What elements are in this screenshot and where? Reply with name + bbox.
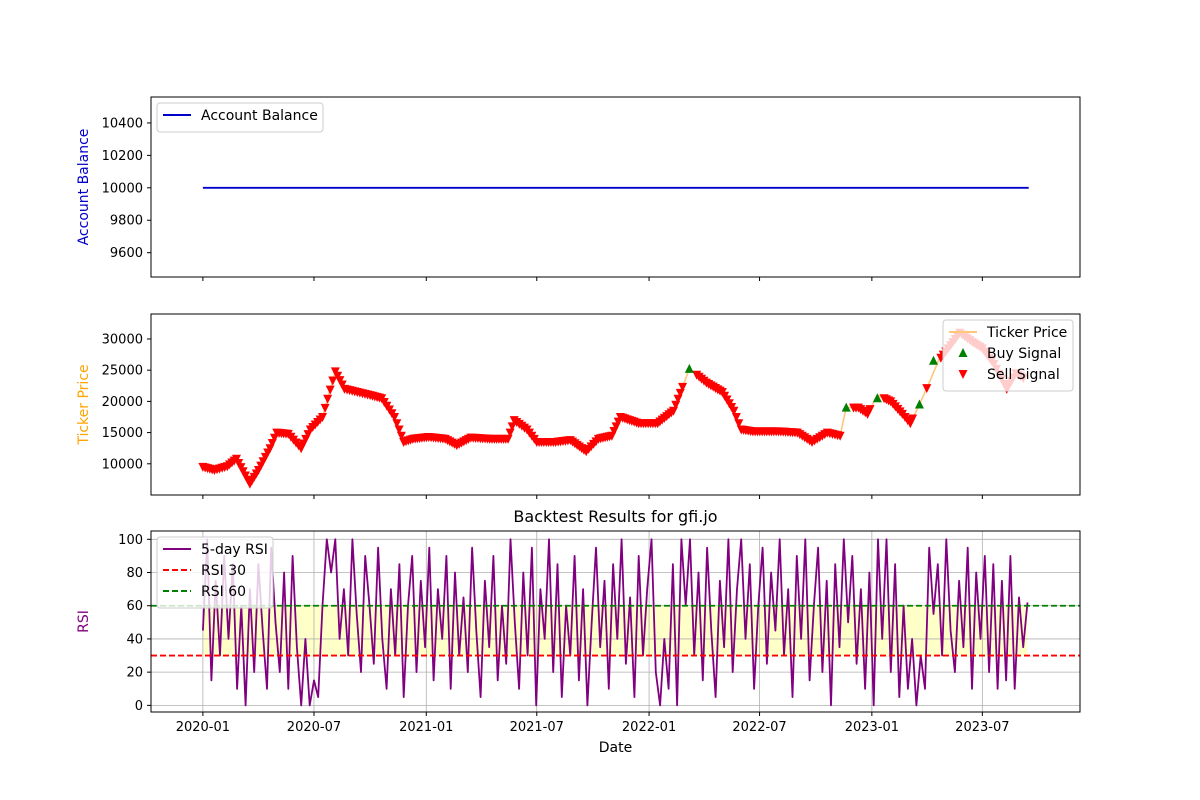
rsi-plot-area [151, 538, 1080, 707]
marker-sell-signal [323, 394, 333, 404]
x-axis-label: Date [599, 740, 632, 756]
y-tick-label: 0 [135, 699, 143, 714]
x-tick-label: 2022-07 [732, 720, 786, 735]
balance-axes-frame [150, 96, 1081, 278]
x-tick-label: 2021-01 [399, 720, 453, 735]
marker-sell-signal [922, 384, 932, 394]
marker-sell-signal [392, 419, 402, 429]
y-tick-label: 9600 [110, 246, 143, 261]
balance-ylabel: Account Balance [76, 129, 92, 246]
marker-sell-signal [729, 406, 739, 416]
marker-sell-signal [320, 403, 330, 413]
y-tick-label: 10000 [102, 457, 143, 472]
marker-buy-signal [914, 399, 924, 409]
y-tick-label: 30000 [102, 332, 143, 347]
price-ylabel: Ticker Price [76, 364, 92, 445]
price-axes-frame [150, 313, 1081, 496]
rsi-panel: 0 20 40 60 80 100 2020-01 2020-07 2021-01 2021-07… [76, 507, 1081, 756]
marker-sell-signal [318, 412, 328, 422]
y-tick-label: 10000 [102, 181, 143, 196]
marker-sell-signal [731, 412, 741, 422]
legend-marker-buy-signal [958, 348, 968, 357]
y-tick-label: 10200 [102, 149, 143, 164]
legend-label-buy-signal: Buy Signal [987, 346, 1061, 362]
marker-sell-signal [396, 431, 406, 441]
x-tick-label: 2020-01 [176, 720, 230, 735]
y-tick-label: 40 [126, 632, 143, 647]
y-tick-label: 60 [126, 599, 143, 614]
marker-buy-signal [929, 355, 939, 365]
legend-label-ticker-price: Ticker Price [986, 325, 1067, 341]
marker-buy-signal [841, 402, 851, 412]
chart-title: Backtest Results for gfi.jo [513, 507, 717, 526]
legend-label-5-day-rsi: 5-day RSI [201, 542, 268, 558]
y-tick-label: 20 [126, 666, 143, 681]
marker-sell-signal [734, 419, 744, 429]
legend-marker-sell-signal [958, 370, 968, 379]
marker-sell-signal [908, 414, 918, 424]
balance-panel: 9600 9800 10000 10200 10400 Account Balance Ac… [76, 96, 1081, 281]
price-legend: Ticker Price Buy Signal Sell Signal [942, 319, 1074, 392]
x-tick-label: 2021-07 [510, 720, 564, 735]
legend-label-sell-signal: Sell Signal [987, 367, 1060, 383]
price-plot-area [198, 328, 1028, 489]
y-tick-label: 20000 [102, 395, 143, 410]
marker-sell-signal [390, 412, 400, 422]
y-tick-label: 9800 [110, 214, 143, 229]
legend-label-rsi-30: RSI 30 [201, 563, 246, 579]
x-tick-label: 2020-07 [287, 720, 341, 735]
y-tick-label: 10400 [102, 116, 143, 131]
marker-sell-signal [394, 425, 404, 435]
legend-box [942, 319, 1074, 392]
y-tick-label: 100 [118, 533, 143, 548]
y-tick-label: 25000 [102, 364, 143, 379]
marker-sell-signal [325, 385, 335, 395]
legend-box [156, 102, 324, 133]
y-tick-label: 15000 [102, 426, 143, 441]
y-tick-label: 80 [126, 566, 143, 581]
marker-sell-signal [328, 376, 338, 386]
marker-buy-signal [872, 393, 882, 403]
marker-sell-signal [865, 405, 875, 415]
balance-legend: Account Balance [156, 102, 324, 133]
x-tick-label: 2023-01 [845, 720, 899, 735]
legend-label-rsi-60: RSI 60 [201, 584, 246, 600]
marker-sell-signal [835, 431, 845, 441]
rsi-axes-frame [150, 530, 1081, 713]
x-tick-label: 2023-07 [955, 720, 1009, 735]
rsi-legend: 5-day RSI RSI 30 RSI 60 [156, 536, 274, 609]
x-tick-label: 2022-01 [622, 720, 676, 735]
marker-buy-signal [684, 363, 694, 373]
rsi-ylabel: RSI [76, 610, 92, 633]
series-5-day-rsi [202, 538, 1029, 707]
marker-sell-signal [678, 382, 688, 392]
legend-label-account-balance: Account Balance [201, 108, 318, 124]
